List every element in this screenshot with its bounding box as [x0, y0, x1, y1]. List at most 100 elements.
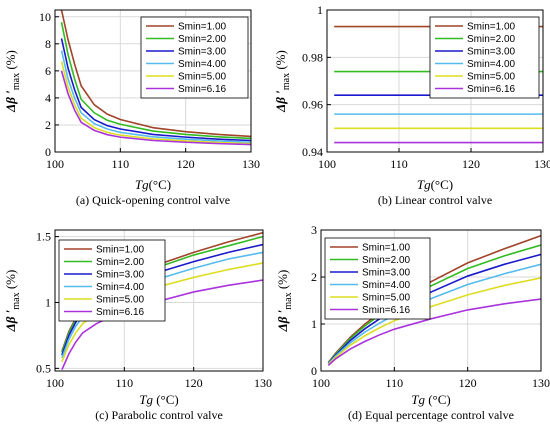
legend-label-2: Smin=3.00 [467, 47, 516, 58]
x-tick-label: 110 [112, 157, 130, 171]
chart-panel-3: 100 110 120 130 0 1 2 3 Tg (°C) Δβ ′max (%) Smin=1… [275, 223, 550, 422]
legend-label-4: Smin=5.00 [467, 72, 516, 83]
y-tick-label: 8 [45, 37, 51, 51]
x-tick-label: 130 [532, 376, 550, 390]
y-tick-label: 0 [45, 145, 51, 159]
x-tick-label: 100 [318, 157, 336, 171]
legend-label-2: Smin=3.00 [178, 47, 227, 58]
y-tick-label: 0.98 [302, 50, 323, 64]
x-axis-label: Tg (°C) [139, 392, 179, 407]
x-tick-label: 110 [116, 376, 134, 390]
x-axis-label-var: Tg [411, 392, 425, 407]
x-tick-label: 100 [312, 376, 330, 390]
x-tick-label: 120 [185, 376, 203, 390]
x-axis-label: Tg(°C) [417, 177, 453, 192]
axes-frame [54, 9, 252, 153]
legend-label-0: Smin=1.00 [467, 22, 516, 33]
legend-box [58, 239, 166, 322]
x-axis-label-var: Tg [139, 392, 153, 407]
y-tick-label: 1 [311, 317, 317, 331]
axes-frame [326, 9, 544, 153]
legend-label-4: Smin=5.00 [178, 72, 227, 83]
x-axis-label: Tg(°C) [135, 177, 171, 192]
x-axis-label-var: Tg [417, 177, 431, 192]
legend-label-0: Smin=1.00 [362, 243, 411, 254]
legend-label-3: Smin=4.00 [178, 59, 227, 70]
y-tick-label: 3 [311, 223, 317, 237]
legend-label-5: Smin=6.16 [467, 84, 516, 95]
y-axis-label-unit: (%) [273, 50, 288, 73]
x-axis-label-var: Tg [135, 177, 149, 192]
y-axis-label-unit: (%) [3, 50, 18, 73]
series-line-5 [327, 298, 541, 366]
y-tick-label: 4 [45, 91, 51, 105]
x-axis-label: Tg (°C) [411, 392, 451, 407]
y-axis-label-sub: max [283, 292, 294, 309]
y-axis-label-sub: max [11, 73, 22, 90]
legend-label-5: Smin=6.16 [362, 305, 411, 316]
legend-label-1: Smin=2.00 [178, 34, 227, 45]
y-tick-label: 2 [311, 270, 317, 284]
y-axis-label: Δβ ′max (%) [3, 270, 22, 333]
legend-label-0: Smin=1.00 [96, 245, 145, 256]
x-tick-label: 130 [534, 157, 550, 171]
x-axis-label-unit: (°C) [153, 392, 179, 407]
legend-label-4: Smin=5.00 [362, 293, 411, 304]
y-tick-label: 0.5 [36, 361, 51, 375]
series-line-4 [327, 277, 541, 365]
axes-frame [320, 229, 542, 372]
legend-label-1: Smin=2.00 [96, 257, 145, 268]
series-line-3 [60, 50, 251, 144]
legend-label-5: Smin=6.16 [178, 84, 227, 95]
legend-label-1: Smin=2.00 [467, 34, 516, 45]
x-tick-label: 120 [462, 157, 480, 171]
panel-caption: (c) Parabolic control valve [95, 408, 223, 422]
y-tick-label: 0 [311, 364, 317, 378]
y-axis-label-unit: (%) [275, 270, 290, 293]
y-axis-label: Δβ ′max (%) [273, 50, 292, 113]
x-axis-label-unit: (°C) [431, 177, 454, 192]
legend-label-3: Smin=4.00 [362, 280, 411, 291]
panel-caption: (a) Quick-opening control valve [76, 193, 230, 207]
series-line-2 [60, 38, 251, 142]
legend-label-5: Smin=6.16 [96, 307, 145, 318]
series-line-1 [60, 22, 251, 140]
x-tick-label: 110 [390, 157, 408, 171]
legend-label-3: Smin=4.00 [96, 282, 145, 293]
y-axis-label-unit: (%) [3, 270, 18, 293]
x-tick-label: 130 [242, 157, 260, 171]
y-tick-label: 1 [45, 295, 51, 309]
y-axis-label-var: Δβ ′ [275, 309, 290, 332]
y-axis-label-sub: max [281, 73, 292, 90]
x-tick-label: 100 [46, 157, 64, 171]
y-tick-label: 0.94 [302, 145, 323, 159]
y-tick-label: 2 [45, 118, 51, 132]
x-tick-label: 120 [459, 376, 477, 390]
y-axis-label: Δβ ′max (%) [275, 270, 294, 333]
legend-label-4: Smin=5.00 [96, 295, 145, 306]
x-tick-label: 120 [177, 157, 195, 171]
legend-label-3: Smin=4.00 [467, 59, 516, 70]
x-tick-label: 130 [254, 376, 272, 390]
y-tick-label: 1 [317, 3, 323, 17]
x-axis-label-unit: (°C) [425, 392, 451, 407]
chart-panel-0: 100 110 120 130 0 2 4 6 8 10 Tg(°C) Δβ ′max (%) Smin… [3, 9, 260, 207]
axes-frame [54, 229, 264, 372]
series-line-5 [60, 70, 251, 146]
legend-label-2: Smin=3.00 [96, 270, 145, 281]
legend-box [429, 16, 540, 99]
y-axis-label-var: Δβ ′ [3, 309, 18, 332]
x-tick-label: 110 [386, 376, 404, 390]
chart-panel-2: 100 110 120 130 0.5 1 1.5 Tg (°C) Δβ ′max (%) Smi… [3, 229, 272, 422]
y-axis-label-var: Δβ ′ [3, 90, 18, 113]
legend-label-1: Smin=2.00 [362, 255, 411, 266]
legend-label-2: Smin=3.00 [362, 268, 411, 279]
legend-label-0: Smin=1.00 [178, 22, 227, 33]
legend-box [324, 237, 431, 320]
legend-box [140, 16, 249, 99]
panel-caption: (d) Equal percentage control valve [348, 408, 514, 422]
y-tick-label: 6 [45, 64, 51, 78]
